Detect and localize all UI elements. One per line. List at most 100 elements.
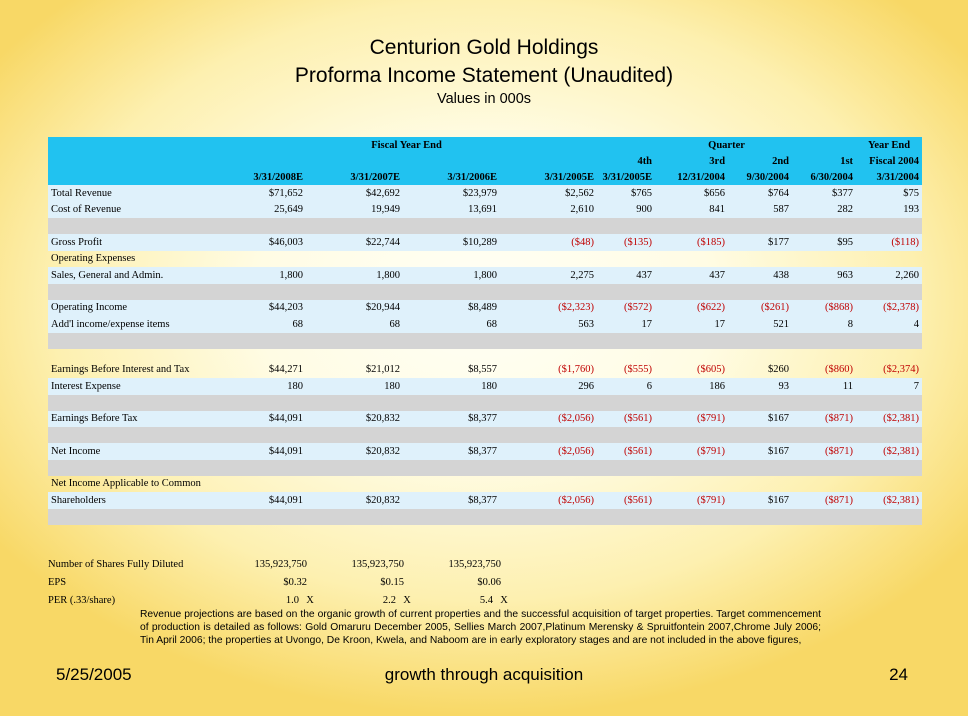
row-value bbox=[403, 476, 500, 493]
shares-label: Number of Shares Fully Diluted bbox=[48, 558, 184, 570]
shares-value: 135,923,750 bbox=[418, 555, 515, 573]
group-header-quarter: Quarter bbox=[597, 137, 857, 153]
row-value: ($791) bbox=[655, 443, 729, 460]
title-block: Centurion Gold Holdings Proforma Income … bbox=[0, 34, 968, 108]
eps-value: $0.15 bbox=[321, 573, 418, 591]
header-quarter-label: 3rd bbox=[655, 153, 729, 169]
statement-title: Proforma Income Statement (Unaudited) bbox=[294, 64, 674, 87]
header-date: 12/31/2004 bbox=[655, 169, 729, 185]
spacer-cell bbox=[48, 427, 923, 443]
row-value: 900 bbox=[597, 201, 656, 218]
row-value: $8,377 bbox=[403, 443, 500, 460]
row-value: ($135) bbox=[597, 234, 656, 251]
row-value: 6 bbox=[597, 378, 656, 395]
row-value: ($555) bbox=[624, 364, 653, 376]
header-quarter-label bbox=[216, 153, 306, 169]
row-label: Earnings Before Interest and Tax bbox=[51, 364, 190, 376]
row-value: $22,744 bbox=[306, 234, 403, 251]
eps-row: EPS $0.32 $0.15 $0.06 bbox=[48, 573, 515, 591]
eps-label: EPS bbox=[48, 576, 67, 588]
footer-date: 5/25/2005 bbox=[56, 665, 132, 684]
row-value bbox=[856, 251, 922, 268]
per-value-text: 2.2 bbox=[382, 594, 396, 606]
row-value bbox=[216, 251, 306, 268]
row-value: ($791) bbox=[655, 410, 729, 427]
row-value: ($572) bbox=[597, 299, 656, 316]
row-value: $377 bbox=[792, 185, 857, 202]
row-label: Shareholders bbox=[48, 492, 216, 509]
row-value: 180 bbox=[403, 378, 500, 395]
row-value bbox=[403, 251, 500, 268]
header-date: 3/31/2005E bbox=[597, 169, 656, 185]
row-value: 93 bbox=[728, 378, 793, 395]
row-label: Cost of Revenue bbox=[48, 201, 216, 218]
table-row: Net Income $44,091 $20,832 $8,377 ($2,056) ($… bbox=[48, 443, 923, 460]
row-value: ($605) bbox=[697, 364, 726, 376]
eps-value-text: $0.15 bbox=[380, 576, 404, 588]
row-value bbox=[306, 476, 403, 493]
row-value: $2,562 bbox=[500, 185, 598, 202]
spacer-row bbox=[48, 427, 923, 443]
row-value: $20,832 bbox=[306, 492, 403, 509]
row-value: 282 bbox=[792, 201, 857, 218]
header-date: 9/30/2004 bbox=[728, 169, 793, 185]
spacer-cell bbox=[48, 508, 923, 525]
header-quarter-label bbox=[500, 153, 598, 169]
row-value: 437 bbox=[655, 267, 729, 284]
header-row-dates: 3/31/2008E 3/31/2007E 3/31/2006E 3/31/2005E… bbox=[48, 169, 923, 185]
table-row: Operating Expenses bbox=[48, 251, 922, 268]
footer: 5/25/2005 growth through acquisition 24 bbox=[0, 665, 968, 689]
row-value: 186 bbox=[655, 378, 729, 395]
row-value: 7 bbox=[856, 378, 923, 395]
row-value: $44,091 bbox=[216, 410, 306, 427]
table-body: Total Revenue $71,652 $42,692 $23,979 $2,562… bbox=[48, 185, 923, 525]
table-row: Net Income Applicable to Common bbox=[48, 476, 922, 493]
row-value: $44,271 bbox=[268, 364, 303, 376]
row-value: ($2,378) bbox=[856, 299, 923, 316]
header-quarter-label: 1st bbox=[792, 153, 857, 169]
row-value: $20,832 bbox=[306, 443, 403, 460]
header-date: 3/31/2004 bbox=[856, 169, 923, 185]
header-quarter-label: 4th bbox=[597, 153, 656, 169]
row-value: 437 bbox=[597, 267, 656, 284]
row-value: ($118) bbox=[856, 234, 923, 251]
per-multiple-suffix: X bbox=[500, 594, 508, 606]
row-value: $260 bbox=[768, 364, 790, 376]
spacer-cell bbox=[48, 283, 923, 300]
row-value: 2,275 bbox=[500, 267, 598, 284]
row-value bbox=[655, 251, 728, 268]
row-value: ($2,056) bbox=[500, 410, 598, 427]
row-value: $8,489 bbox=[403, 299, 500, 316]
header-date: 3/31/2007E bbox=[306, 169, 403, 185]
row-label: Net Income Applicable to Common bbox=[51, 478, 201, 490]
row-label: Total Revenue bbox=[48, 185, 216, 202]
row-value: $177 bbox=[728, 234, 793, 251]
row-value: ($791) bbox=[655, 492, 729, 509]
table-row: Gross Profit $46,003 $22,744 $10,289 ($48) ($… bbox=[48, 234, 923, 251]
per-multiple-suffix: X bbox=[403, 594, 411, 606]
per-label: PER (.33/share) bbox=[48, 594, 116, 606]
row-value: $764 bbox=[728, 185, 793, 202]
row-value: ($871) bbox=[792, 410, 857, 427]
table-row: Earnings Before Tax $44,091 $20,832 $8,377(… bbox=[48, 410, 923, 427]
blank-cell bbox=[48, 349, 922, 362]
spacer-row bbox=[48, 459, 923, 476]
table-row: Cost of Revenue 25,649 19,949 13,691 2,610 90… bbox=[48, 201, 923, 218]
row-label: Operating Expenses bbox=[51, 253, 136, 265]
row-value: $167 bbox=[728, 410, 793, 427]
row-value: 521 bbox=[728, 316, 793, 333]
row-value: $75 bbox=[856, 185, 923, 202]
row-value: ($2,374) bbox=[883, 364, 920, 376]
row-label: Add'l income/expense items bbox=[48, 316, 216, 333]
row-value: $20,944 bbox=[306, 299, 403, 316]
row-value: 17 bbox=[597, 316, 656, 333]
row-value: 19,949 bbox=[306, 201, 403, 218]
per-value: 5.4 X bbox=[418, 591, 515, 609]
spacer-cell bbox=[48, 459, 923, 476]
blank-row bbox=[48, 349, 922, 362]
table-header: Fiscal Year End Quarter Year End 4th 3rd 2… bbox=[48, 137, 923, 185]
units-subtitle: Values in 000s bbox=[436, 91, 532, 107]
income-statement: Fiscal Year End Quarter Year End 4th 3rd 2… bbox=[48, 137, 923, 525]
row-value: ($561) bbox=[597, 492, 656, 509]
share-metrics: Number of Shares Fully Diluted 135,923,75… bbox=[48, 555, 515, 609]
